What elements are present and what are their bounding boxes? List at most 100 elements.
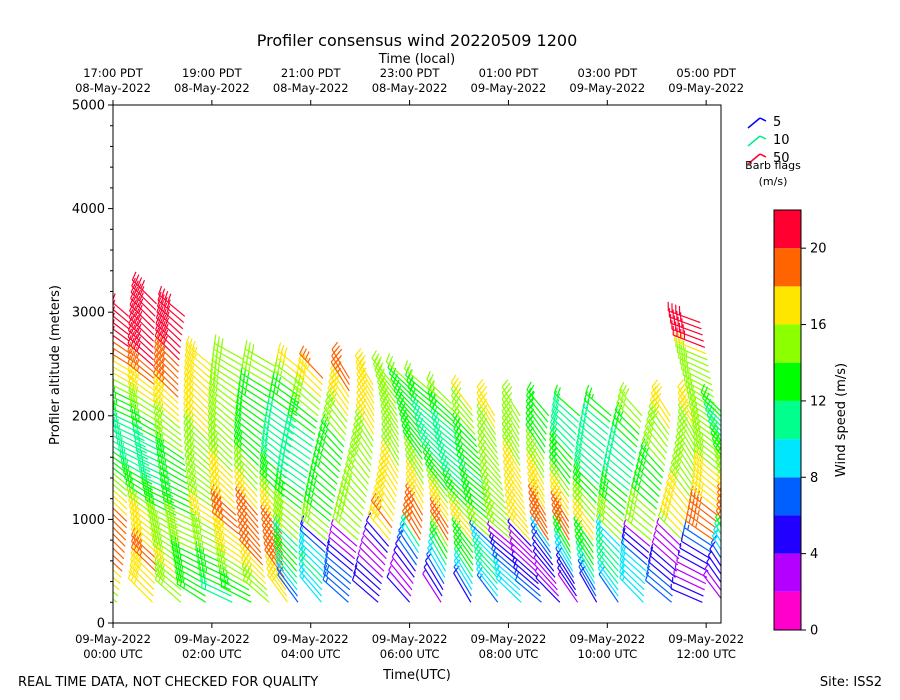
wind-barb — [233, 453, 259, 479]
wind-barb — [380, 442, 399, 473]
wind-barb — [656, 522, 682, 547]
wind-barb — [597, 498, 624, 522]
wind-barb — [451, 402, 475, 429]
barb-feather — [311, 468, 316, 478]
wind-barb — [549, 427, 574, 454]
wind-barb — [715, 461, 721, 471]
barb-feather — [267, 414, 271, 424]
barb-feather — [79, 355, 80, 364]
wind-barb — [207, 435, 233, 460]
y-tick-label: 0 — [97, 617, 105, 632]
wind-barb — [532, 550, 556, 578]
barb-feather — [105, 474, 108, 482]
wind-barb — [127, 336, 154, 361]
barb-feather — [373, 353, 380, 362]
wind-barb — [429, 492, 449, 522]
wind-barb — [350, 437, 372, 466]
barb-feather — [133, 327, 139, 337]
barb-feather — [476, 379, 484, 387]
barb-feather — [211, 382, 216, 392]
wind-barb — [620, 548, 647, 572]
barb-feather — [75, 330, 76, 339]
barb-half-feather — [279, 493, 283, 500]
barb-feather — [299, 345, 305, 355]
barb-feather — [526, 381, 532, 391]
barb-half-feather — [479, 573, 483, 579]
wind-barb — [113, 489, 128, 504]
barb-feather — [505, 386, 513, 395]
barb-feather — [105, 315, 107, 324]
barb-feather — [170, 534, 173, 544]
wind-barb — [458, 467, 486, 491]
barb-half-feather — [700, 490, 703, 496]
barb-feather — [108, 361, 109, 370]
wind-barb — [426, 379, 452, 404]
top-tick-label-date: 08-May-2022 — [273, 81, 349, 95]
barb-feather — [646, 411, 652, 421]
wind-barb — [679, 363, 712, 380]
barb-feather — [197, 512, 200, 522]
barb-feather — [607, 434, 612, 444]
barb-feather — [193, 528, 196, 538]
wind-barb — [706, 561, 721, 584]
wind-barb — [381, 435, 400, 466]
barb-half-feather — [104, 445, 105, 450]
wind-barb — [240, 552, 266, 578]
barb-half-feather — [279, 499, 283, 505]
wind-barb — [187, 489, 217, 510]
barb-half-feather — [318, 455, 322, 461]
wind-barb — [669, 316, 702, 330]
wind-barb — [260, 506, 283, 535]
wind-barb — [130, 559, 156, 585]
barb-feather — [671, 464, 678, 473]
wind-barb — [572, 477, 597, 504]
barb-feather — [552, 390, 558, 400]
wind-barb — [552, 404, 578, 429]
barb-legend-feather — [759, 117, 767, 122]
barb-feather — [198, 560, 201, 570]
wind-barb — [619, 389, 643, 417]
wind-barb — [427, 541, 447, 572]
barb-half-feather — [688, 367, 690, 374]
wind-barb — [184, 367, 210, 392]
wind-barb — [234, 424, 262, 448]
barb-feather — [106, 328, 108, 337]
wind-barb — [684, 380, 715, 398]
wind-barb — [427, 547, 446, 578]
barb-feather — [130, 572, 136, 582]
barb-feather — [690, 501, 695, 511]
barb-feather — [388, 355, 394, 365]
wind-barb — [486, 517, 513, 541]
barb-feather — [409, 454, 416, 463]
barb-feather — [554, 534, 562, 543]
barb-half-feather — [161, 377, 165, 383]
wind-barb — [575, 442, 603, 466]
barb-feather — [302, 497, 307, 506]
barb-feather — [213, 517, 217, 527]
barb-half-feather — [249, 360, 252, 366]
wind-barb — [650, 548, 678, 572]
wind-barb — [677, 417, 696, 448]
barb-feather — [200, 572, 203, 582]
top-tick-label-time: 17:00 PDT — [83, 66, 144, 80]
wind-barb — [515, 579, 542, 603]
wind-barb — [208, 388, 237, 411]
wind-barb — [405, 473, 424, 504]
barb-feather — [197, 536, 200, 546]
wind-barb — [113, 451, 125, 460]
wind-barb — [245, 348, 276, 367]
wind-barb — [501, 410, 520, 441]
barb-feather — [105, 511, 109, 519]
top-tick-label-time: 21:00 PDT — [281, 66, 342, 80]
wind-barb — [234, 418, 262, 442]
barb-half-feather — [400, 397, 404, 403]
barb-feather — [199, 549, 202, 559]
barb-feather — [333, 502, 339, 512]
barb-half-feather — [105, 558, 107, 563]
barb-feather — [600, 466, 606, 475]
barb-feather — [81, 327, 82, 336]
barb-feather — [159, 409, 164, 419]
wind-barb — [207, 417, 234, 442]
barb-feather — [631, 493, 636, 503]
